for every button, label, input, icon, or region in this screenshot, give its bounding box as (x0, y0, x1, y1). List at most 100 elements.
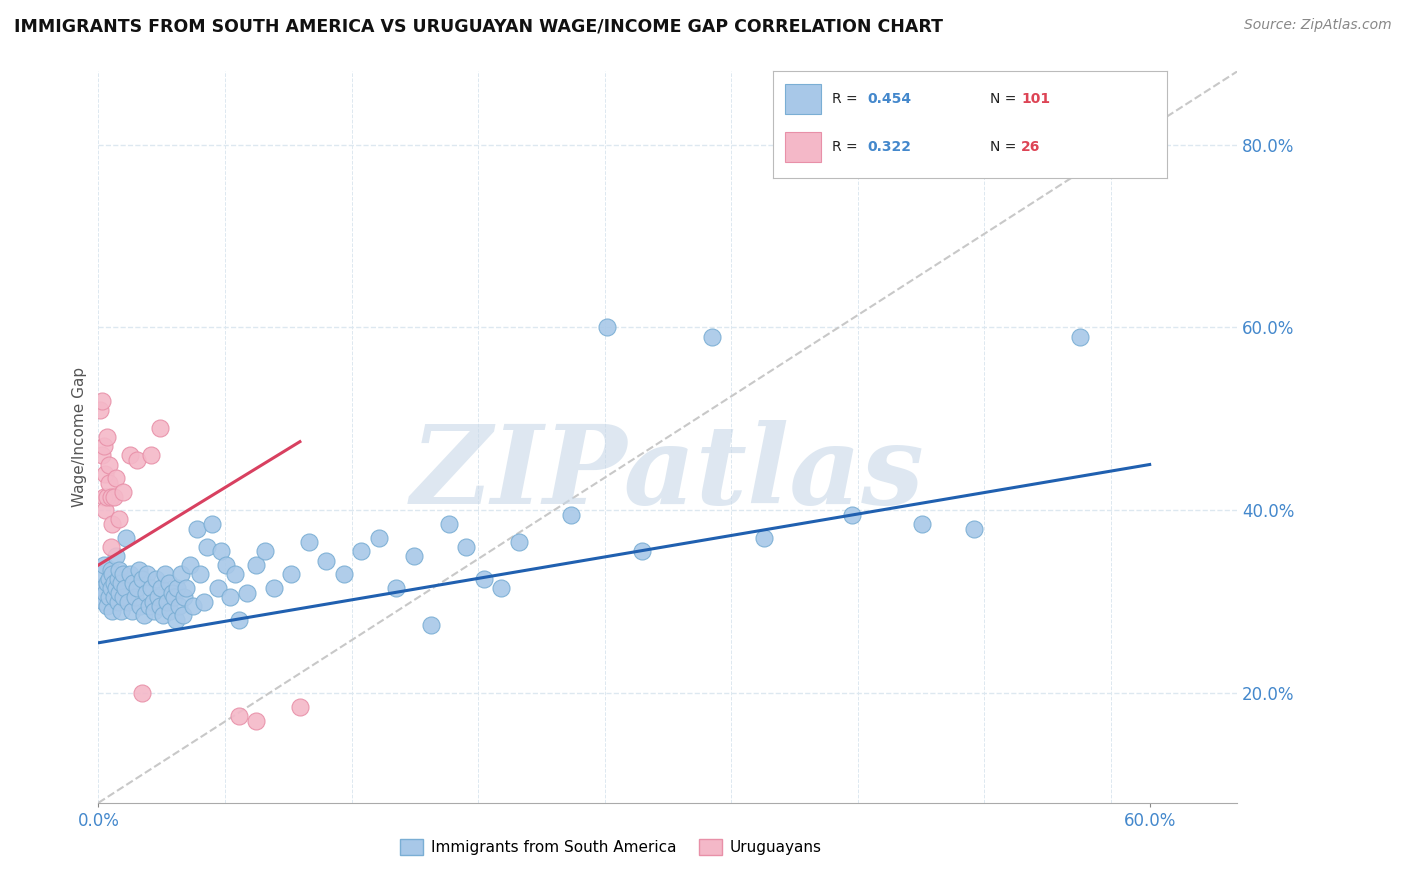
Point (103, 576, 125, 591)
Point (263, 581, 285, 595)
Point (138, 599, 160, 614)
Point (93, 490, 115, 504)
Point (145, 572, 167, 586)
Point (97, 475, 120, 490)
Point (159, 604, 181, 618)
Point (139, 581, 162, 595)
Point (209, 544, 232, 558)
Point (108, 585, 131, 599)
Point (456, 540, 478, 554)
Point (101, 604, 124, 618)
Point (107, 594, 129, 608)
Point (115, 531, 138, 545)
Point (136, 567, 159, 582)
Point (125, 581, 148, 595)
Point (170, 567, 193, 582)
Point (117, 594, 139, 608)
Point (420, 617, 443, 632)
Point (149, 421, 172, 435)
Point (165, 613, 187, 627)
Point (288, 699, 311, 714)
Point (132, 608, 155, 623)
Point (93, 439, 115, 453)
Point (160, 585, 183, 599)
Point (110, 576, 132, 591)
Point (186, 521, 208, 535)
Point (96, 576, 118, 591)
Point (129, 599, 152, 614)
Point (100, 563, 122, 577)
Point (181, 599, 204, 614)
Point (96, 490, 118, 504)
Point (841, 508, 863, 522)
Point (700, 329, 723, 343)
Point (193, 594, 215, 608)
Point (128, 563, 150, 577)
Point (103, 590, 125, 604)
Text: 26: 26 (1021, 140, 1040, 154)
Point (173, 590, 195, 604)
Point (104, 549, 127, 563)
Point (110, 604, 132, 618)
Point (172, 608, 194, 623)
Bar (785, 84, 821, 114)
Point (93, 594, 115, 608)
Point (508, 535, 530, 549)
Point (100, 540, 122, 554)
Text: IMMIGRANTS FROM SOUTH AMERICA VS URUGUAYAN WAGE/INCOME GAP CORRELATION CHART: IMMIGRANTS FROM SOUTH AMERICA VS URUGUAY… (14, 18, 943, 36)
Point (94, 467, 117, 481)
Point (245, 558, 267, 573)
Text: Source: ZipAtlas.com: Source: ZipAtlas.com (1244, 18, 1392, 32)
Point (107, 572, 129, 586)
Legend: Immigrants from South America, Uruguayans: Immigrants from South America, Uruguayan… (394, 833, 828, 861)
Point (100, 490, 122, 504)
Point (96, 430, 118, 444)
Y-axis label: Wage/Income Gap: Wage/Income Gap (72, 367, 87, 508)
Point (118, 448, 141, 462)
Point (491, 581, 513, 595)
Point (93, 558, 115, 573)
Point (228, 709, 250, 723)
Point (122, 576, 145, 591)
Point (94, 585, 117, 599)
Point (139, 448, 162, 462)
Point (224, 567, 246, 582)
Point (215, 558, 238, 573)
Point (166, 581, 188, 595)
Point (97, 572, 120, 586)
Point (245, 714, 267, 728)
Point (298, 535, 321, 549)
Point (146, 590, 169, 604)
Point (90, 448, 112, 462)
Point (125, 453, 148, 467)
Point (911, 516, 934, 531)
Text: N =: N = (990, 140, 1021, 154)
Point (963, 521, 986, 535)
Point (332, 567, 354, 582)
Point (142, 594, 165, 608)
Point (89, 402, 111, 417)
Point (437, 516, 460, 531)
Text: N =: N = (990, 92, 1021, 106)
Point (367, 531, 389, 545)
Point (201, 516, 224, 531)
Point (207, 581, 229, 595)
Point (157, 576, 180, 591)
Point (111, 590, 134, 604)
Point (402, 549, 425, 563)
Text: R =: R = (832, 92, 862, 106)
Point (104, 471, 127, 485)
Point (472, 572, 495, 586)
Point (96, 599, 118, 614)
Point (595, 320, 617, 334)
Point (188, 567, 211, 582)
Point (121, 604, 143, 618)
Point (218, 590, 240, 604)
Point (124, 590, 146, 604)
Point (89, 581, 111, 595)
Point (350, 544, 373, 558)
Point (149, 599, 172, 614)
Point (167, 599, 190, 614)
Point (131, 686, 153, 700)
Point (152, 608, 174, 623)
